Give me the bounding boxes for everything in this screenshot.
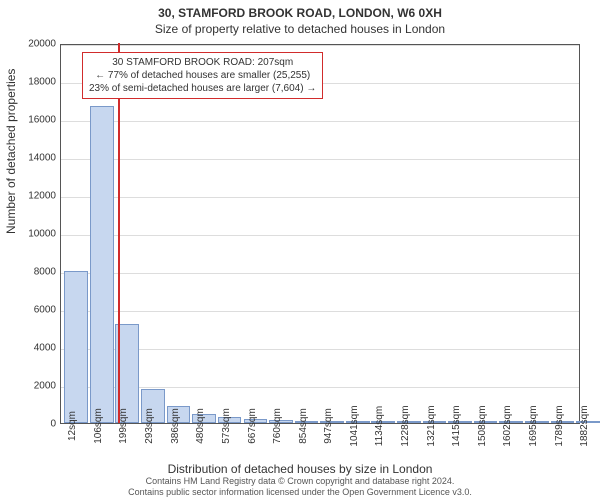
xtick-label: 199sqm <box>118 408 129 444</box>
xtick-label: 947sqm <box>323 408 334 444</box>
gridline <box>61 235 579 236</box>
histogram-bar <box>64 271 88 423</box>
chart-subtitle: Size of property relative to detached ho… <box>0 20 600 36</box>
annotation-line: ← 77% of detached houses are smaller (25… <box>89 69 316 82</box>
xtick-label: 573sqm <box>221 408 232 444</box>
annotation-line: 23% of semi-detached houses are larger (… <box>89 82 316 95</box>
xtick-label: 1041sqm <box>349 405 360 446</box>
chart-title: 30, STAMFORD BROOK ROAD, LONDON, W6 0XH <box>0 0 600 20</box>
gridline <box>61 121 579 122</box>
xtick-label: 667sqm <box>247 408 258 444</box>
footer-attribution: Contains HM Land Registry data © Crown c… <box>0 476 600 498</box>
annotation-callout: 30 STAMFORD BROOK ROAD: 207sqm ← 77% of … <box>82 52 323 99</box>
footer-line: Contains HM Land Registry data © Crown c… <box>0 476 600 487</box>
xtick-label: 1321sqm <box>426 405 437 446</box>
xtick-label: 480sqm <box>195 408 206 444</box>
xtick-label: 1228sqm <box>400 405 411 446</box>
gridline <box>61 311 579 312</box>
xtick-label: 1415sqm <box>451 405 462 446</box>
xtick-label: 1882sqm <box>579 405 590 446</box>
ytick-label: 12000 <box>16 191 56 202</box>
ytick-label: 0 <box>16 419 56 430</box>
ytick-label: 10000 <box>16 229 56 240</box>
histogram-bar <box>90 106 114 423</box>
chart-container: 30, STAMFORD BROOK ROAD, LONDON, W6 0XH … <box>0 0 600 500</box>
gridline <box>61 159 579 160</box>
annotation-line: 30 STAMFORD BROOK ROAD: 207sqm <box>89 56 316 69</box>
xtick-label: 106sqm <box>93 408 104 444</box>
property-marker-line <box>118 43 120 423</box>
ytick-label: 14000 <box>16 153 56 164</box>
xtick-label: 12sqm <box>67 411 78 441</box>
xtick-label: 760sqm <box>272 408 283 444</box>
ytick-label: 8000 <box>16 267 56 278</box>
xtick-label: 386sqm <box>170 408 181 444</box>
plot-area <box>60 44 580 424</box>
xtick-label: 1695sqm <box>528 405 539 446</box>
ytick-label: 16000 <box>16 115 56 126</box>
ytick-label: 18000 <box>16 77 56 88</box>
gridline <box>61 45 579 46</box>
xtick-label: 1134sqm <box>374 406 385 446</box>
xtick-label: 293sqm <box>144 408 155 444</box>
y-axis-label: Number of detached properties <box>4 69 18 234</box>
ytick-label: 2000 <box>16 381 56 392</box>
gridline <box>61 197 579 198</box>
footer-line: Contains public sector information licen… <box>0 487 600 498</box>
ytick-label: 6000 <box>16 305 56 316</box>
x-axis-label: Distribution of detached houses by size … <box>0 462 600 476</box>
xtick-label: 854sqm <box>298 408 309 444</box>
xtick-label: 1602sqm <box>502 405 513 446</box>
xtick-label: 1508sqm <box>477 405 488 446</box>
xtick-label: 1789sqm <box>554 405 565 446</box>
ytick-label: 4000 <box>16 343 56 354</box>
gridline <box>61 273 579 274</box>
ytick-label: 20000 <box>16 39 56 50</box>
